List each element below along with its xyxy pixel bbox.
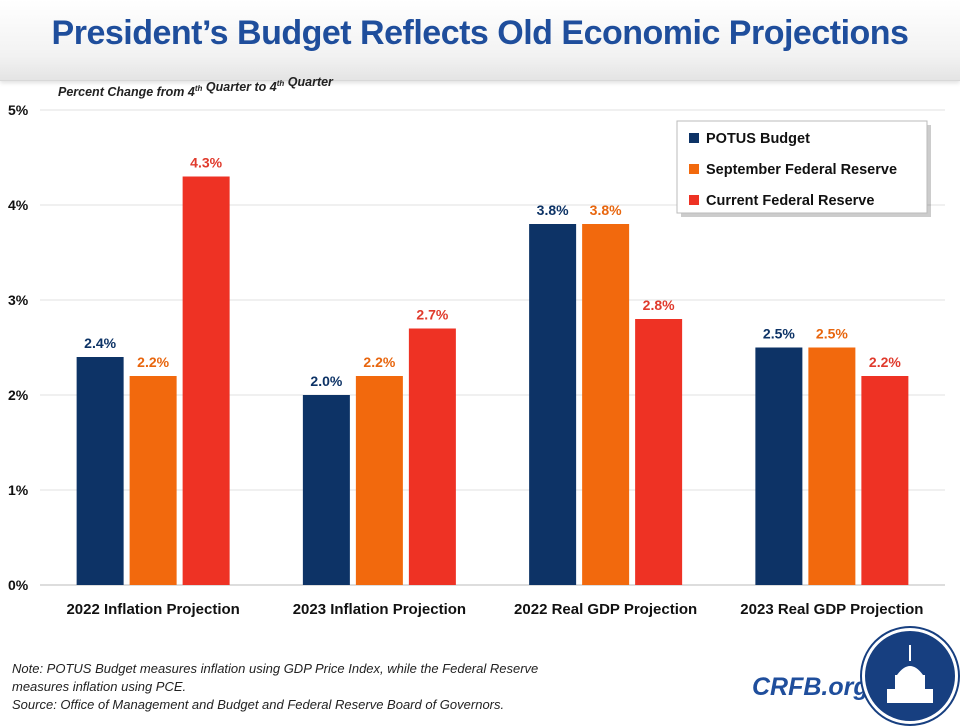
bar [808, 347, 856, 585]
y-tick-label: 5% [8, 102, 29, 118]
legend-swatch [689, 133, 699, 143]
legend-swatch [689, 164, 699, 174]
bar [755, 347, 803, 585]
bar [635, 319, 683, 585]
capitol-logo-icon [862, 628, 958, 724]
note-line-1: Note: POTUS Budget measures inflation us… [12, 661, 539, 676]
x-tick-label: 2022 Real GDP Projection [514, 601, 697, 618]
chart-subtitle: Percent Change from 4th Quarter to 4th Q… [58, 75, 334, 99]
data-label: 2.2% [869, 354, 901, 370]
data-label: 2.2% [137, 354, 169, 370]
data-label: 2.2% [363, 354, 395, 370]
data-label: 2.0% [310, 373, 342, 389]
data-label: 4.3% [190, 155, 222, 171]
y-tick-label: 1% [8, 482, 29, 498]
data-label: 3.8% [537, 202, 569, 218]
bar [129, 376, 177, 585]
data-label: 3.8% [590, 202, 622, 218]
legend-label: Current Federal Reserve [706, 193, 874, 209]
bar [182, 176, 230, 585]
data-label: 2.7% [416, 307, 448, 323]
legend-label: POTUS Budget [706, 131, 810, 147]
brand-link[interactable]: CRFB.org [752, 673, 869, 701]
legend-box [676, 120, 928, 214]
data-label: 2.5% [816, 326, 848, 342]
footnote: Note: POTUS Budget measures inflation us… [12, 660, 538, 714]
bar [408, 328, 456, 585]
legend-swatch [689, 195, 699, 205]
source-line: Source: Office of Management and Budget … [12, 697, 505, 712]
bar [355, 376, 403, 585]
data-label: 2.8% [643, 297, 675, 313]
y-tick-label: 0% [8, 577, 29, 593]
x-tick-label: 2022 Inflation Projection [66, 601, 239, 618]
page-title: President’s Budget Reflects Old Economic… [51, 14, 909, 52]
note-line-2: measures inflation using PCE. [12, 679, 187, 694]
data-label: 2.4% [84, 335, 116, 351]
bar [302, 395, 350, 585]
x-tick-label: 2023 Inflation Projection [293, 601, 466, 618]
y-tick-label: 3% [8, 292, 29, 308]
x-tick-label: 2023 Real GDP Projection [740, 601, 923, 618]
legend-label: September Federal Reserve [706, 162, 897, 178]
header-band: President’s Budget Reflects Old Economic… [0, 0, 960, 81]
bar [582, 224, 630, 585]
bar [76, 357, 124, 585]
y-tick-label: 2% [8, 387, 29, 403]
bar [529, 224, 577, 585]
data-label: 2.5% [763, 326, 795, 342]
y-tick-label: 4% [8, 197, 29, 213]
bar [861, 376, 909, 585]
